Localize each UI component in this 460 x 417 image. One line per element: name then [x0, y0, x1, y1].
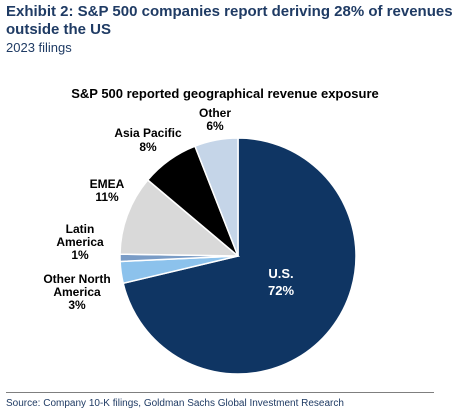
slice-label-asia-pacific: Asia Pacific 8%	[114, 126, 182, 154]
chart-title: S&P 500 reported geographical revenue ex…	[71, 86, 379, 101]
pie-slice-other	[193, 137, 239, 257]
pie-slice-emea	[119, 178, 241, 257]
slice-label-u-s: U.S. 72%	[268, 266, 294, 298]
slice-label-emea: EMEA 11%	[90, 177, 125, 204]
source-note: Source: Company 10-K filings, Goldman Sa…	[6, 398, 344, 409]
pie-slice-u-s	[122, 137, 357, 375]
slice-label-other-north-america: Other North America 3%	[43, 272, 110, 312]
slice-label-latin-america: Latin America 1%	[56, 222, 104, 262]
slice-label-other: Other 6%	[199, 106, 231, 133]
footer-divider	[6, 392, 434, 393]
exhibit-title: Exhibit 2: S&P 500 companies report deri…	[6, 3, 453, 38]
exhibit-subtitle: 2023 filings	[6, 40, 72, 55]
